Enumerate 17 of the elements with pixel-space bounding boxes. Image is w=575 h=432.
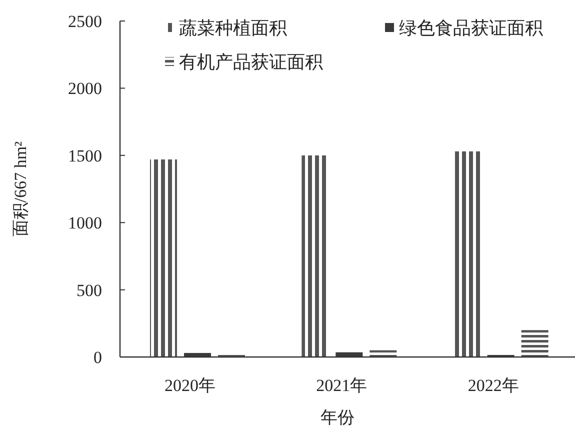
y-tick-label: 1000 bbox=[68, 214, 102, 233]
y-axis-title: 面积/667 hm² bbox=[11, 141, 30, 237]
y-tick-label: 2500 bbox=[68, 12, 102, 31]
x-axis-title: 年份 bbox=[320, 408, 354, 427]
legend-label: 绿色食品获证面积 bbox=[399, 18, 543, 38]
bar bbox=[453, 151, 480, 357]
y-tick-label: 0 bbox=[94, 348, 102, 367]
bar bbox=[150, 159, 177, 357]
y-tick-label: 500 bbox=[76, 280, 102, 300]
legend-label: 有机产品获证面积 bbox=[179, 52, 323, 72]
legend-label: 蔬菜种植面积 bbox=[179, 18, 287, 38]
y-tick-label: 2000 bbox=[68, 79, 102, 98]
bar bbox=[521, 330, 548, 357]
x-tick-label: 2020年 bbox=[164, 376, 216, 395]
y-tick-label: 1500 bbox=[68, 146, 102, 166]
x-tick-label: 2021年 bbox=[316, 376, 368, 395]
x-tick-label: 2022年 bbox=[468, 376, 519, 395]
